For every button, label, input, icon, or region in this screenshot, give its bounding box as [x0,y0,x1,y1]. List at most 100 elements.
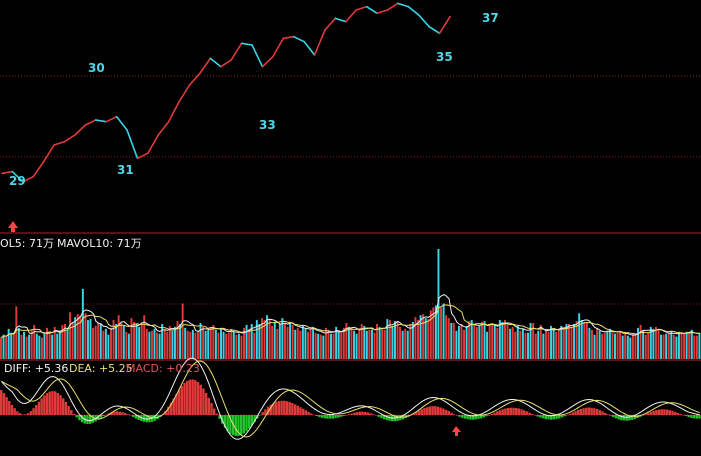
price-segment [428,25,441,35]
price-segment [22,175,35,183]
volume-bar [53,326,56,359]
volume-bar [148,331,151,359]
macd-bar [331,415,335,419]
volume-bar [227,332,230,359]
volume-bar [652,328,655,359]
volume-bar [168,325,171,359]
price-segment [324,17,337,31]
volume-bar [299,330,302,359]
macd-bar [620,415,623,421]
volume-bar [17,327,20,359]
macd-bar [434,406,437,415]
macd-bar [75,415,78,418]
volume-bar [511,326,514,359]
volume-bar [110,327,112,359]
volume-bar [345,322,348,359]
macd-bar [167,406,170,415]
volume-bar [388,320,391,359]
volume-bar [127,333,130,359]
volume-bar [317,333,320,359]
macd-bar [350,413,353,415]
wave-label-35: 35 [436,50,453,64]
volume-bar [486,331,489,359]
volume-bar [585,322,588,359]
macd-bar [280,400,283,415]
volume-bar [660,334,663,359]
volume-bar [378,326,381,359]
macd-bar [550,415,553,420]
volume-bar [40,337,43,359]
volume-bar [381,328,384,359]
macd-bar [361,411,364,415]
volume-bar [248,328,251,359]
price-segment [292,35,305,43]
macd-bar [234,415,237,437]
price-segment [313,29,326,56]
volume-bar [491,322,494,359]
macd-bar [91,415,95,423]
price-segment [53,140,66,146]
volume-bar [552,327,555,359]
volume-bar [493,324,496,359]
macd-bar [342,415,345,417]
volume-bar [186,330,189,359]
volume-bar [260,318,263,359]
volume-bar [38,335,41,359]
volume-bar [360,323,363,359]
macd-bar [363,411,367,415]
macd-bar [598,410,601,415]
macd-bar [78,415,81,421]
volume-bar [396,321,399,359]
macd-bar [43,395,46,415]
volume-bar [245,324,248,359]
volume-bar [688,333,691,359]
macd-bar [479,415,483,419]
macd-bar [245,415,248,432]
volume-bar [560,325,563,359]
macd-bar [520,409,523,415]
volume-bar [273,322,276,359]
macd-bar [86,415,89,425]
volume-bar [368,329,371,359]
macd-bar [296,405,299,415]
volume-bar [468,321,471,359]
volume-bar [603,332,606,359]
volume-bar [314,332,317,359]
macd-bar [466,415,469,420]
macd-bar [110,412,113,415]
macd-bar [517,408,521,415]
price-segment [334,17,347,23]
volume-bar [184,327,187,359]
volume-bar [255,320,258,359]
volume-bar [58,330,61,359]
macd-bar [258,415,262,416]
macd-bar [568,413,572,415]
volume-bar [289,322,292,359]
macd-bar [698,415,701,419]
macd-bar [269,404,273,415]
volume-bar [92,327,95,359]
volume-bar [15,306,18,359]
volume-bar [358,329,361,359]
macd-label: MACD: +0.23 [126,362,200,375]
volume-bar [250,323,253,359]
macd-bar [353,412,356,415]
macd-bar [601,411,604,415]
macd-bar [67,405,70,415]
macd-bar [64,402,68,415]
volume-bar [590,329,593,359]
volume-bar [312,326,315,359]
volume-bar [294,329,297,359]
price-segment [251,44,264,68]
volume-bar [235,334,238,359]
macd-bar [134,415,138,419]
macd-bar [299,407,302,415]
price-segment [438,15,451,35]
macd-bar [253,415,256,423]
volume-bar [542,333,545,359]
macd-bar [102,415,105,417]
volume-bar [675,336,678,359]
macd-bar [318,415,321,418]
macd-bar [207,397,210,415]
